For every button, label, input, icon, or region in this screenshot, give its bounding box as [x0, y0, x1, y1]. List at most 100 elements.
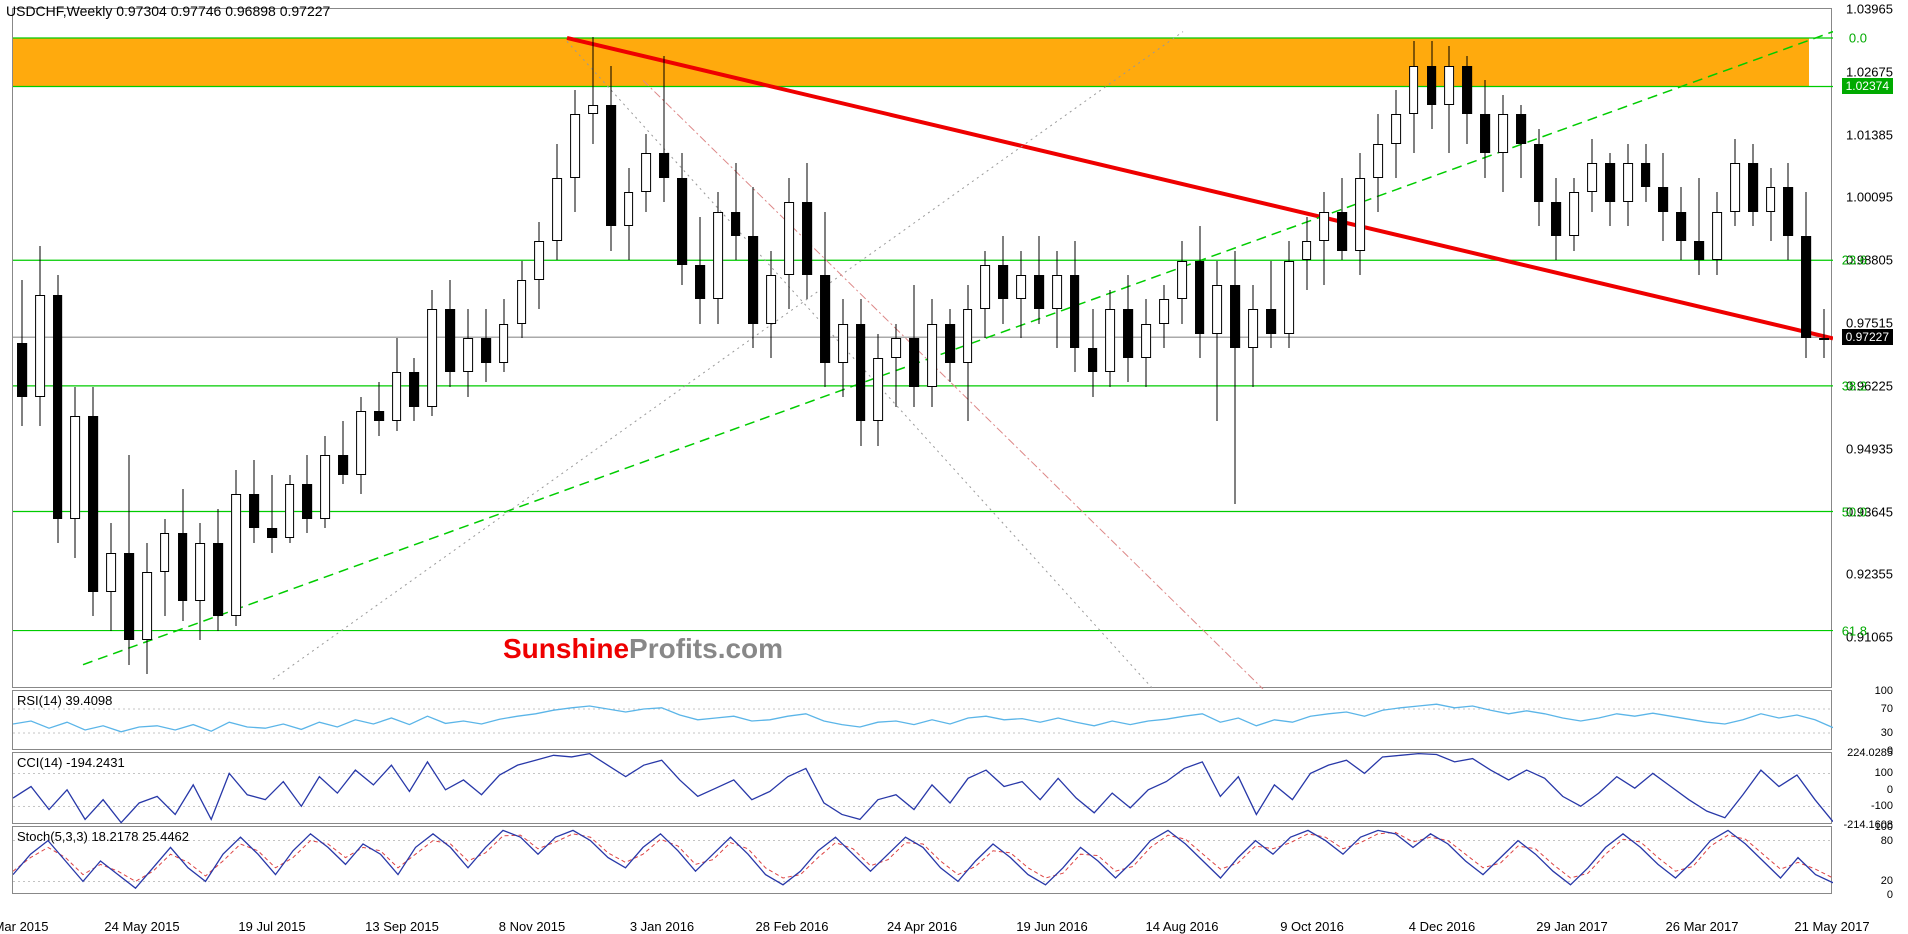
candle [1819, 9, 1829, 689]
candle [606, 9, 616, 689]
candle [802, 9, 812, 689]
stoch-indicator[interactable]: Stoch(5,3,3) 18.2178 25.446210080200 [12, 826, 1832, 894]
cci-indicator[interactable]: CCI(14) -194.2431224.02851000-100-214.16… [12, 752, 1832, 824]
candle [1552, 9, 1562, 689]
candle [1052, 9, 1062, 689]
x-tick: 3 Jan 2016 [630, 919, 694, 934]
candle [856, 9, 866, 689]
watermark-gray: Profits.com [629, 633, 783, 664]
candle [1676, 9, 1686, 689]
candle [1605, 9, 1615, 689]
candle [338, 9, 348, 689]
candle [267, 9, 277, 689]
candle [1302, 9, 1312, 689]
x-tick: 21 May 2017 [1794, 919, 1869, 934]
y-tick: 30 [1881, 727, 1893, 739]
candle [1462, 9, 1472, 689]
level-price-label: 1.02374 [1842, 78, 1893, 94]
candle [178, 9, 188, 689]
x-tick: 13 Sep 2015 [365, 919, 439, 934]
y-tick: 0.94935 [1846, 441, 1893, 456]
candle [1498, 9, 1508, 689]
candle [1480, 9, 1490, 689]
candle [445, 9, 455, 689]
fib-label: 50.0 [1842, 504, 1867, 519]
candle [499, 9, 509, 689]
candle [1105, 9, 1115, 689]
indicator-label: RSI(14) 39.4098 [17, 693, 112, 708]
price-chart[interactable]: 1.039651.026751.013851.000950.988050.975… [12, 8, 1832, 688]
candle [160, 9, 170, 689]
watermark: SunshineProfits.com [503, 633, 783, 665]
candle [1141, 9, 1151, 689]
y-tick: 100 [1875, 767, 1893, 779]
candle [1623, 9, 1633, 689]
candle [927, 9, 937, 689]
candle [891, 9, 901, 689]
candle [1569, 9, 1579, 689]
candle [1284, 9, 1294, 689]
x-tick: 19 Jul 2015 [238, 919, 305, 934]
x-tick: 24 Apr 2016 [887, 919, 957, 934]
candle [1587, 9, 1597, 689]
x-tick: 24 May 2015 [104, 919, 179, 934]
candle [1534, 9, 1544, 689]
candle [1427, 9, 1437, 689]
y-tick: 0.92355 [1846, 567, 1893, 582]
candle [1659, 9, 1669, 689]
x-axis: 29 Mar 201524 May 201519 Jul 201513 Sep … [12, 894, 1832, 916]
candle [1266, 9, 1276, 689]
candle [1409, 9, 1419, 689]
y-tick: 20 [1881, 875, 1893, 887]
candle [642, 9, 652, 689]
candle [410, 9, 420, 689]
y-tick: -100 [1871, 800, 1893, 812]
candle [838, 9, 848, 689]
candle [998, 9, 1008, 689]
candle [285, 9, 295, 689]
candle [106, 9, 116, 689]
candle [963, 9, 973, 689]
fib-label: 23.6 [1842, 253, 1867, 268]
candle [749, 9, 759, 689]
candle [1801, 9, 1811, 689]
candle [1230, 9, 1240, 689]
x-tick: 8 Nov 2015 [499, 919, 566, 934]
candle [427, 9, 437, 689]
candle [981, 9, 991, 689]
candle [1248, 9, 1258, 689]
y-tick: 1.03965 [1846, 2, 1893, 17]
candle [909, 9, 919, 689]
candle [713, 9, 723, 689]
x-tick: 14 Aug 2016 [1145, 919, 1218, 934]
candle [677, 9, 687, 689]
candle [374, 9, 384, 689]
y-tick: 0 [1887, 889, 1893, 901]
chart-title: USDCHF,Weekly 0.97304 0.97746 0.96898 0.… [6, 3, 330, 19]
fib-label: 38.2 [1842, 378, 1867, 393]
fib-label: 0.0 [1849, 30, 1867, 45]
candle [588, 9, 598, 689]
candle [142, 9, 152, 689]
candle [820, 9, 830, 689]
candle [1177, 9, 1187, 689]
candle [945, 9, 955, 689]
candle [320, 9, 330, 689]
candle [124, 9, 134, 689]
y-tick: 70 [1881, 703, 1893, 715]
candle [1694, 9, 1704, 689]
rsi-indicator[interactable]: RSI(14) 39.409810070300 [12, 690, 1832, 750]
candle [356, 9, 366, 689]
indicator-label: CCI(14) -194.2431 [17, 755, 125, 770]
candle [1213, 9, 1223, 689]
candle [53, 9, 63, 689]
candle [303, 9, 313, 689]
candle [1516, 9, 1526, 689]
candle [1320, 9, 1330, 689]
x-tick: 9 Oct 2016 [1280, 919, 1344, 934]
candle [766, 9, 776, 689]
candle [35, 9, 45, 689]
x-tick: 26 Mar 2017 [1666, 919, 1739, 934]
candle [71, 9, 81, 689]
candle [213, 9, 223, 689]
